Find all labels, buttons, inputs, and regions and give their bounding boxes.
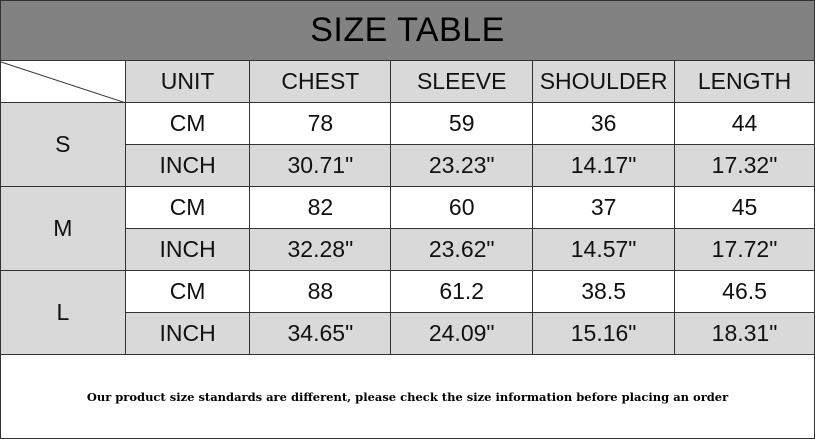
table-row: L CM 88 61.2 38.5 46.5 [0,270,815,355]
size-table: UNIT CHEST SLEEVE SHOULDER LENGTH S CM 78 5… [0,60,815,355]
corner-cell [0,60,126,103]
value-cell: 61.2 [390,270,534,313]
value-cell: 78 [249,102,392,145]
size-label: L [0,270,126,355]
value-cell: 37 [532,186,676,229]
unit-cell: CM [124,270,251,313]
value-cell: 82 [249,186,392,229]
unit-cell: CM [124,186,251,229]
unit-cell: INCH [124,228,251,271]
value-cell: 36 [532,102,676,145]
value-cell: 34.65" [249,312,392,355]
table-row: M CM 82 60 37 45 [0,186,815,271]
unit-cell: INCH [124,312,251,355]
header-length: LENGTH [674,60,815,103]
header-row: UNIT CHEST SLEEVE SHOULDER LENGTH [0,60,815,103]
value-cell: 17.32" [674,144,815,187]
table-row: INCH 32.28" 23.62" 14.57" 17.72" [1,228,815,271]
value-cell: 45 [674,186,815,229]
value-cell: 38.5 [532,270,676,313]
table-title: SIZE TABLE [0,0,815,61]
value-cell: 59 [390,102,534,145]
size-label: M [0,186,126,271]
value-cell: 18.31" [674,312,815,355]
value-cell: 32.28" [249,228,392,271]
header-shoulder: SHOULDER [532,60,676,103]
value-cell: 17.72" [674,228,815,271]
size-label: S [0,102,126,187]
footer-note: Our product size standards are different… [0,354,815,439]
value-cell: 24.09" [390,312,534,355]
value-cell: 15.16" [532,312,676,355]
value-cell: 46.5 [674,270,815,313]
unit-cell: CM [124,102,251,145]
header-chest: CHEST [249,60,392,103]
table-row: S CM 78 59 36 44 [0,102,815,187]
value-cell: 23.62" [390,228,534,271]
value-cell: 60 [390,186,534,229]
table-row: INCH 30.71" 23.23" 14.17" 17.32" [1,144,815,187]
value-cell: 23.23" [390,144,534,187]
header-sleeve: SLEEVE [390,60,534,103]
value-cell: 88 [249,270,392,313]
value-cell: 30.71" [249,144,392,187]
unit-cell: INCH [124,144,251,187]
diagonal-line [1,61,126,103]
value-cell: 44 [674,102,815,145]
header-unit: UNIT [124,60,251,103]
value-cell: 14.17" [532,144,676,187]
value-cell: 14.57" [532,228,676,271]
